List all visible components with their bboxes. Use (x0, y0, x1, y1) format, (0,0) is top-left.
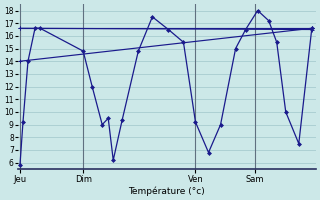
X-axis label: Température (°c): Température (°c) (129, 186, 205, 196)
